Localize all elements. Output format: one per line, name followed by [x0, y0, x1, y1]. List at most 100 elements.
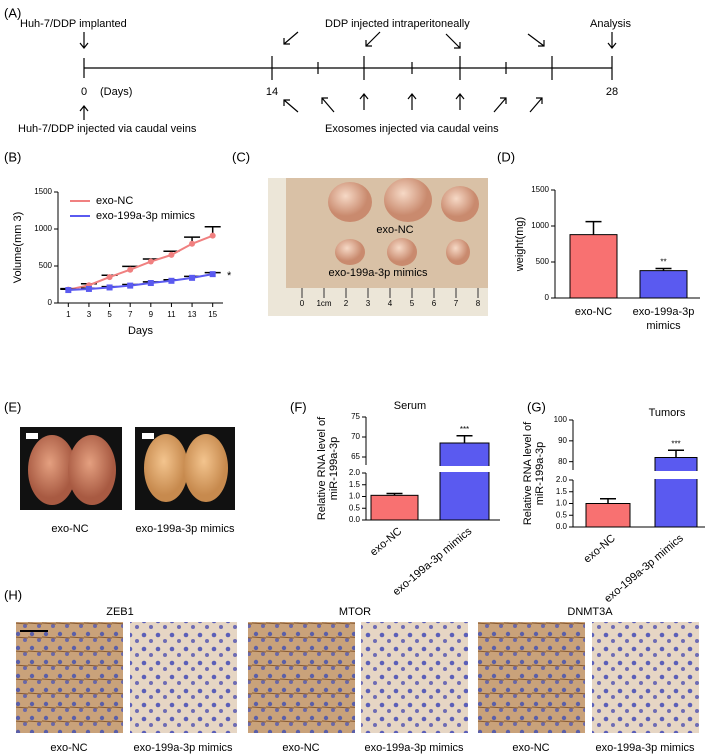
timeline-tick: 28	[606, 86, 618, 98]
timeline-unit: (Days)	[100, 86, 132, 98]
panel-label: (B)	[4, 149, 21, 164]
y-tick-label: 0	[545, 293, 550, 302]
ruler-label: 4	[388, 299, 393, 308]
y-tick-label: 0.0	[349, 515, 361, 524]
y-tick-label: 1.5	[556, 487, 568, 496]
error-bar	[456, 435, 473, 443]
label-line: Relative RNA level of	[522, 421, 534, 525]
photo-h: exo-NC exo-199a-3p mimics exo-NC exo-199a-3…	[16, 606, 699, 754]
x-tick-label: exo-NC	[582, 532, 618, 565]
ihc-label: exo-NC	[282, 742, 319, 754]
point	[147, 258, 154, 265]
timeline: Huh-7/DDP implanted DDP injected intrape…	[18, 18, 631, 135]
ihc-label: exo-199a-3p mimics	[133, 742, 233, 754]
axis-break	[360, 466, 494, 472]
bar	[639, 270, 688, 299]
y-tick-label: 1500	[531, 185, 549, 194]
point	[106, 274, 113, 281]
x-tick-label: 5	[107, 310, 112, 319]
ihc-label: exo-NC	[512, 742, 549, 754]
ihc-image	[478, 622, 585, 733]
ihc-image	[592, 622, 699, 733]
error-bar	[600, 498, 616, 504]
ihc-image	[248, 622, 355, 733]
point	[85, 285, 92, 292]
y-tick-label: 1500	[34, 187, 52, 196]
point	[209, 232, 216, 239]
legend-label: exo-NC	[96, 195, 133, 207]
ihc-title: MTOR	[339, 606, 371, 618]
x-tick-label: exo-199a-3p mimics	[391, 525, 475, 598]
y-axis-label: Relative RNA level ofmiR-199a-3p	[316, 416, 340, 520]
timeline-label: Analysis	[590, 18, 631, 30]
bar	[569, 234, 618, 299]
x-tick-label: exo-NC	[368, 525, 404, 558]
ruler-label: 5	[410, 299, 415, 308]
y-tick-label: 65	[351, 452, 360, 461]
annotation: *	[227, 270, 232, 282]
bar	[370, 494, 419, 521]
y-axis-label: Relative RNA level ofmiR-199a-3p	[522, 421, 546, 525]
label-line: miR-199a-3p	[534, 442, 546, 506]
x-tick-label: 7	[128, 310, 133, 319]
y-tick-label: 1000	[34, 224, 52, 233]
y-tick-label: 2.0	[556, 475, 568, 484]
panel-label: (A)	[4, 5, 21, 20]
x-tick-label: exo-199a-3p mimics	[633, 306, 695, 332]
x-tick-label: 11	[167, 310, 176, 319]
series-line	[68, 234, 214, 291]
photo-label: exo-NC	[51, 523, 88, 535]
chart-title: Serum	[394, 400, 426, 412]
annotation: ***	[460, 425, 469, 434]
ihc-label: exo-NC	[50, 742, 87, 754]
point	[106, 284, 113, 291]
x-tick-label: 1	[66, 310, 71, 319]
y-tick-label: 0.5	[556, 510, 568, 519]
x-tick-label: 3	[87, 310, 92, 319]
y-tick-label: 100	[554, 415, 568, 424]
panel-label: (E)	[4, 399, 21, 414]
ihc-label: exo-199a-3p mimics	[595, 742, 695, 754]
ihc-image	[361, 622, 468, 733]
panel-label: (F)	[290, 399, 307, 414]
y-tick-label: 1.0	[349, 492, 361, 501]
ruler-label: 7	[454, 299, 459, 308]
panel-label: (C)	[232, 149, 250, 164]
y-tick-label: 70	[351, 432, 360, 441]
point	[168, 277, 175, 284]
ruler-label: 8	[476, 299, 481, 308]
x-axis-label: Days	[128, 325, 154, 337]
y-tick-label: 500	[39, 261, 53, 270]
y-tick-label: 80	[558, 457, 567, 466]
y-axis-label: weight(mg)	[514, 217, 526, 272]
timeline-label: Exosomes injected via caudal veins	[325, 123, 499, 135]
chart-title: Tumors	[649, 407, 686, 419]
ruler-label: 1cm	[316, 299, 331, 308]
panel-label: (H)	[4, 587, 22, 602]
timeline-tick: 14	[266, 86, 278, 98]
error-bar	[585, 220, 602, 235]
photo-label: exo-NC	[376, 224, 413, 236]
ruler-label: 6	[432, 299, 437, 308]
point	[147, 280, 154, 287]
timeline-tick: 0	[81, 86, 87, 98]
ruler-label: 2	[344, 299, 349, 308]
photo-c: exo-NC exo-199a-3p mimics 0 1cm 2 3 4 5 6 7 8	[268, 178, 488, 316]
x-tick-label: 13	[188, 310, 197, 319]
annotation: ***	[671, 439, 680, 448]
ruler: 0 1cm 2 3 4 5 6 7 8	[300, 288, 481, 308]
point	[65, 287, 72, 294]
ruler-label: 3	[366, 299, 371, 308]
timeline-label: DDP injected intraperitoneally	[325, 18, 470, 30]
ihc-image	[130, 622, 237, 733]
point	[168, 251, 175, 258]
legend-label: exo-199a-3p mimics	[96, 210, 196, 222]
series-line	[68, 273, 213, 292]
y-tick-label: 0.0	[556, 522, 568, 531]
panel-label: (G)	[527, 399, 546, 414]
x-tick-label: 15	[208, 310, 217, 319]
y-tick-label: 0	[48, 298, 53, 307]
panel-labels: (A) (B) (C) (D) (E) (F) (G) (H)	[4, 5, 546, 602]
point	[189, 274, 196, 281]
